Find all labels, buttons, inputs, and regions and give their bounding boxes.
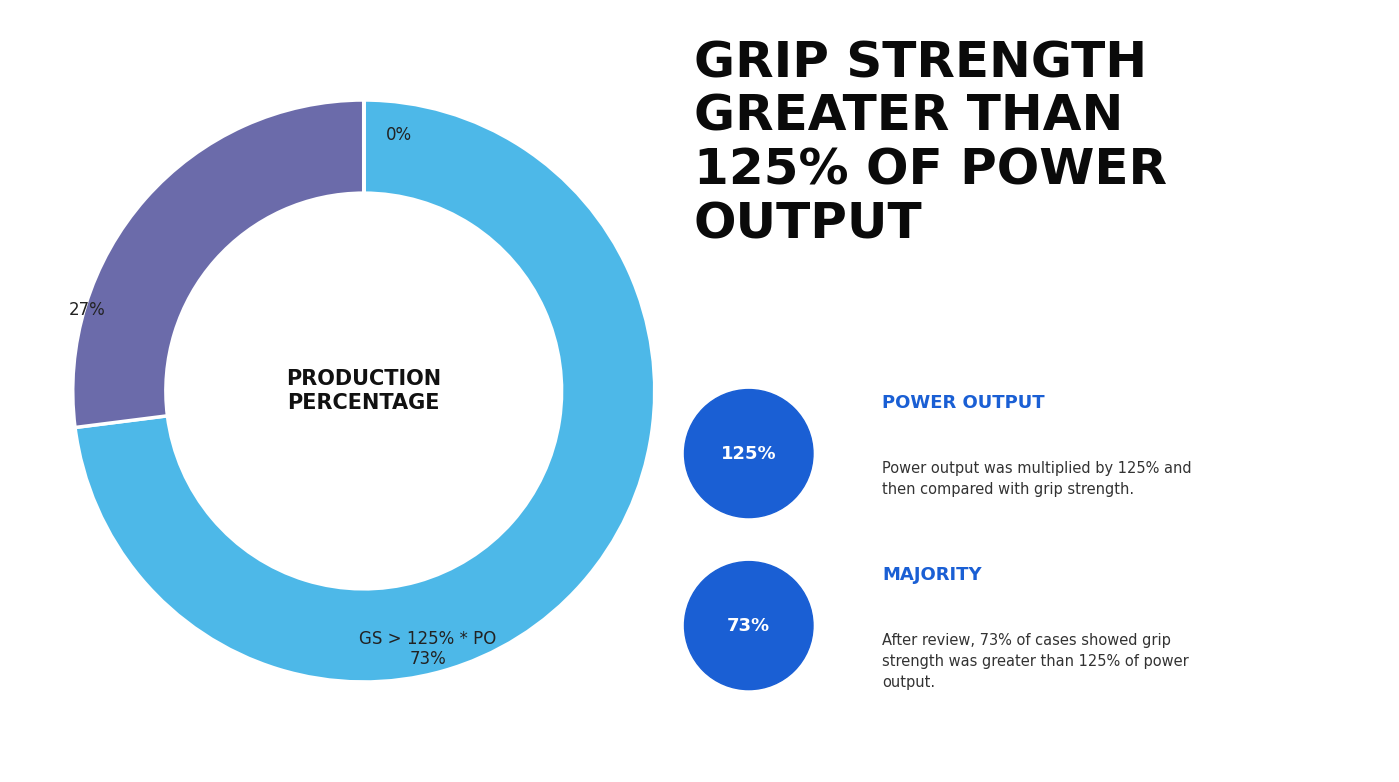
Text: 125%: 125% [720, 444, 776, 463]
Text: 0%: 0% [386, 126, 411, 144]
Wedge shape [76, 100, 655, 682]
Ellipse shape [684, 561, 813, 690]
Text: 73%: 73% [727, 616, 771, 635]
Text: GS > 125% * PO
73%: GS > 125% * PO 73% [360, 630, 497, 669]
Ellipse shape [684, 389, 813, 518]
Text: GRIP STRENGTH
GREATER THAN
125% OF POWER
OUTPUT: GRIP STRENGTH GREATER THAN 125% OF POWER… [694, 39, 1167, 248]
Wedge shape [73, 100, 364, 428]
Text: POWER OUTPUT: POWER OUTPUT [881, 393, 1045, 412]
Text: PRODUCTION
PERCENTAGE: PRODUCTION PERCENTAGE [287, 368, 441, 414]
Text: Power output was multiplied by 125% and
then compared with grip strength.: Power output was multiplied by 125% and … [881, 461, 1192, 497]
Text: MAJORITY: MAJORITY [881, 565, 982, 584]
Text: 27%: 27% [69, 300, 106, 318]
Text: After review, 73% of cases showed grip
strength was greater than 125% of power
o: After review, 73% of cases showed grip s… [881, 633, 1189, 691]
